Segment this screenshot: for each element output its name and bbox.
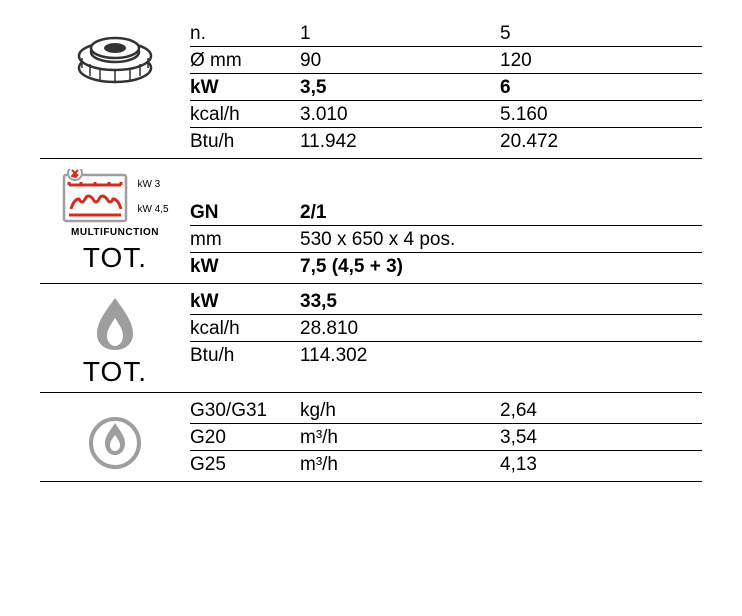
label: kW <box>190 256 300 278</box>
table-row: G30/G31 kg/h 2,64 <box>190 397 702 424</box>
value: 33,5 <box>300 291 620 313</box>
value: 11.942 <box>300 131 500 153</box>
burner-section: n. 1 5 Ø mm 90 120 kW 3,5 6 kcal/h 3.010… <box>40 20 702 159</box>
value: 1 <box>300 23 500 45</box>
tot-label: TOT. <box>83 242 147 274</box>
value: 20.472 <box>500 131 620 153</box>
table-row: kW 3,5 6 <box>190 74 702 101</box>
gas-types-icon-col <box>40 397 190 477</box>
tot-label: TOT. <box>83 356 147 388</box>
oven-icon-col: kW 3 kW 4,5 MULTIFUNCTION TOT. <box>40 163 190 279</box>
label: Ø mm <box>190 50 300 72</box>
burner-data: n. 1 5 Ø mm 90 120 kW 3,5 6 kcal/h 3.010… <box>190 20 702 154</box>
burner-icon-col <box>40 20 190 154</box>
gas-types-section: G30/G31 kg/h 2,64 G20 m³/h 3,54 G25 m³/h… <box>40 397 702 482</box>
label: GN <box>190 202 300 224</box>
value: 530 x 650 x 4 pos. <box>300 229 620 251</box>
label: G30/G31 <box>190 400 300 422</box>
table-row: G25 m³/h 4,13 <box>190 451 702 477</box>
label: G25 <box>190 454 300 476</box>
table-row: GN 2/1 <box>190 199 702 226</box>
gas-types-data: G30/G31 kg/h 2,64 G20 m³/h 3,54 G25 m³/h… <box>190 397 702 477</box>
value: 3.010 <box>300 104 500 126</box>
table-row: kcal/h 28.810 <box>190 315 702 342</box>
label: G20 <box>190 427 300 449</box>
unit: m³/h <box>300 427 500 449</box>
oven-data: GN 2/1 mm 530 x 650 x 4 pos. kW 7,5 (4,5… <box>190 163 702 279</box>
table-row: kW 7,5 (4,5 + 3) <box>190 253 702 279</box>
label: kcal/h <box>190 104 300 126</box>
label: kW <box>190 77 300 99</box>
gas-total-section: TOT. kW 33,5 kcal/h 28.810 Btu/h 114.302 <box>40 288 702 393</box>
table-row: Btu/h 11.942 20.472 <box>190 128 702 154</box>
table-row: kcal/h 3.010 5.160 <box>190 101 702 128</box>
value: 114.302 <box>300 345 620 367</box>
unit: m³/h <box>300 454 500 476</box>
burner-icon <box>70 26 160 86</box>
table-row: n. 1 5 <box>190 20 702 47</box>
table-row: G20 m³/h 3,54 <box>190 424 702 451</box>
value: 5 <box>500 23 620 45</box>
label: Btu/h <box>190 345 300 367</box>
oven-kw-bottom: kW 4,5 <box>137 204 168 215</box>
value: 3,5 <box>300 77 500 99</box>
table-row: Btu/h 114.302 <box>190 342 702 368</box>
table-row: Ø mm 90 120 <box>190 47 702 74</box>
label: n. <box>190 23 300 45</box>
value: 28.810 <box>300 318 620 340</box>
table-row: mm 530 x 650 x 4 pos. <box>190 226 702 253</box>
flame-outline-icon <box>87 403 143 469</box>
label: Btu/h <box>190 131 300 153</box>
value: 7,5 (4,5 + 3) <box>300 256 620 278</box>
value: 4,13 <box>500 454 620 476</box>
value: 2/1 <box>300 202 620 224</box>
value: 5.160 <box>500 104 620 126</box>
value: 90 <box>300 50 500 72</box>
label: mm <box>190 229 300 251</box>
table-row: kW 33,5 <box>190 288 702 315</box>
unit: kg/h <box>300 400 500 422</box>
oven-multifunction-icon <box>61 169 135 225</box>
gas-total-data: kW 33,5 kcal/h 28.810 Btu/h 114.302 <box>190 288 702 388</box>
value: 6 <box>500 77 620 99</box>
value: 2,64 <box>500 400 620 422</box>
label: kcal/h <box>190 318 300 340</box>
gas-total-icon-col: TOT. <box>40 288 190 388</box>
label: kW <box>190 291 300 313</box>
value: 120 <box>500 50 620 72</box>
value: 3,54 <box>500 427 620 449</box>
oven-kw-top: kW 3 <box>137 179 168 190</box>
flame-solid-icon <box>91 294 139 352</box>
multifunction-label: MULTIFUNCTION <box>71 227 159 238</box>
oven-section: kW 3 kW 4,5 MULTIFUNCTION TOT. GN 2/1 mm… <box>40 163 702 284</box>
